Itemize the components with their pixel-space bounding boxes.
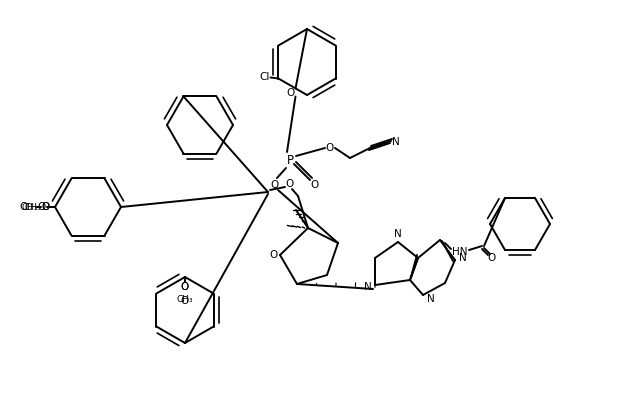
Text: O: O — [41, 202, 49, 212]
Text: CH₃: CH₃ — [176, 295, 193, 305]
Text: O: O — [19, 202, 27, 212]
Text: N: N — [427, 294, 435, 304]
Text: O: O — [271, 180, 279, 190]
Text: Cl: Cl — [259, 71, 270, 81]
Text: O: O — [41, 202, 49, 212]
Text: HN: HN — [452, 247, 468, 257]
Text: O: O — [286, 179, 294, 189]
Text: O: O — [286, 88, 295, 98]
Text: CH₃: CH₃ — [22, 203, 38, 211]
Text: CH₃: CH₃ — [25, 203, 41, 211]
Text: N: N — [364, 282, 372, 292]
Text: N: N — [459, 253, 467, 263]
Text: N: N — [392, 137, 400, 147]
Text: O: O — [270, 250, 278, 260]
Text: O: O — [181, 282, 189, 292]
Text: O: O — [181, 296, 189, 306]
Text: O: O — [181, 282, 189, 292]
Text: O: O — [488, 253, 496, 263]
Text: P: P — [286, 154, 294, 167]
Text: N: N — [394, 229, 402, 239]
Text: O: O — [326, 143, 334, 153]
Text: O: O — [37, 202, 45, 212]
Text: O: O — [311, 180, 319, 190]
